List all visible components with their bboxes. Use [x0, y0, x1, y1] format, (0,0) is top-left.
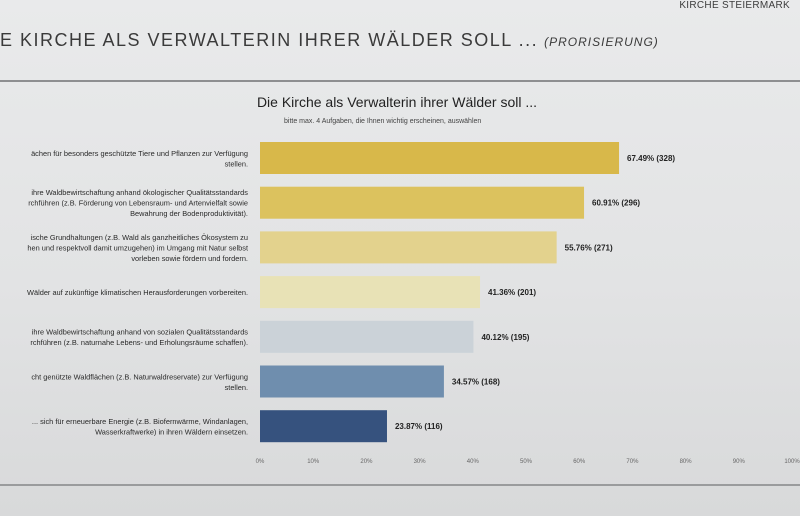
category-label-3-line-2: hen und respektvoll damit umzugehen) im …: [27, 243, 248, 252]
slide-heading-subtitle: (PRORISIERUNG): [544, 35, 659, 49]
value-label-1: 67.49% (328): [627, 154, 675, 163]
category-label-3-line-1: ische Grundhaltungen (z.B. Wald als ganz…: [31, 233, 248, 242]
x-tick-label-0: 0%: [256, 459, 265, 465]
chart-subtitle: bitte max. 4 Aufgaben, die Ihnen wichtig…: [284, 118, 482, 125]
value-label-6: 34.57% (168): [452, 378, 500, 387]
x-tick-label-5: 50%: [520, 459, 533, 465]
category-label-3-line-3: vorleben sowie fördern und fordern.: [131, 254, 248, 263]
category-label-5-line-1: ihre Waldbewirtschaftung anhand von sozi…: [32, 328, 249, 337]
category-label-2-line-2: rchführen (z.B. Förderung von Lebensraum…: [28, 199, 248, 208]
bar-1: [260, 142, 620, 174]
category-label-5-line-2: rchführen (z.B. naturnahe Lebens- und Er…: [30, 338, 248, 347]
category-label-7-line-2: Wasserkraftwerke) in ihren Wäldern einse…: [95, 427, 248, 436]
bar-4: [260, 276, 481, 309]
brand-label: KIRCHE STEIERMARK: [679, 0, 790, 11]
chart-title-text: Die Kirche als Verwalterin ihrer Wälder …: [256, 94, 538, 110]
bar-6: [260, 365, 444, 398]
x-tick-label-2: 20%: [360, 459, 373, 465]
chart-title: Die Kirche als Verwalterin ihrer Wälder …: [0, 94, 800, 110]
bar-2: [260, 186, 585, 219]
value-label-3: 55.76% (271): [565, 243, 613, 252]
category-label-2-line-1: ihre Waldbewirtschaftung anhand ökologis…: [31, 188, 248, 197]
category-label-2-line-3: Bewahrung der Bodenproduktivität).: [130, 209, 248, 218]
bar-5: [260, 320, 474, 353]
x-tick-label-1: 10%: [307, 459, 320, 465]
category-label-4-line-1: Wälder auf zukünftige klimatischen Herau…: [27, 288, 248, 297]
slide-heading-text: E KIRCHE ALS VERWALTERIN IHRER WÄLDER SO…: [0, 30, 539, 50]
category-label-1-line-1: ächen für besonders geschützte Tiere und…: [31, 149, 248, 158]
x-tick-label-6: 60%: [573, 459, 586, 465]
x-tick-label-9: 90%: [733, 459, 746, 465]
category-label-6-line-2: stellen.: [225, 383, 248, 392]
bar-3: [260, 231, 557, 264]
x-tick-label-8: 80%: [680, 459, 693, 465]
value-label-4: 41.36% (201): [488, 288, 536, 297]
bar-7: [260, 410, 387, 443]
value-label-7: 23.87% (116): [395, 422, 443, 431]
category-label-1-line-2: stellen.: [225, 159, 248, 168]
x-tick-label-7: 70%: [626, 459, 639, 465]
x-tick-label-3: 30%: [414, 459, 427, 465]
top-divider: [0, 80, 800, 82]
value-label-5: 40.12% (195): [481, 333, 529, 342]
category-label-6-line-1: cht genützte Waldflächen (z.B. Naturwald…: [31, 372, 248, 381]
bottom-divider: [0, 484, 800, 486]
category-label-7-line-1: ... sich für erneuerbare Energie (z.B. B…: [32, 417, 248, 426]
x-tick-label-10: 100%: [784, 459, 800, 465]
value-label-2: 60.91% (296): [592, 199, 640, 208]
x-tick-label-4: 40%: [467, 459, 480, 465]
slide-heading: E KIRCHE ALS VERWALTERIN IHRER WÄLDER SO…: [0, 30, 659, 51]
